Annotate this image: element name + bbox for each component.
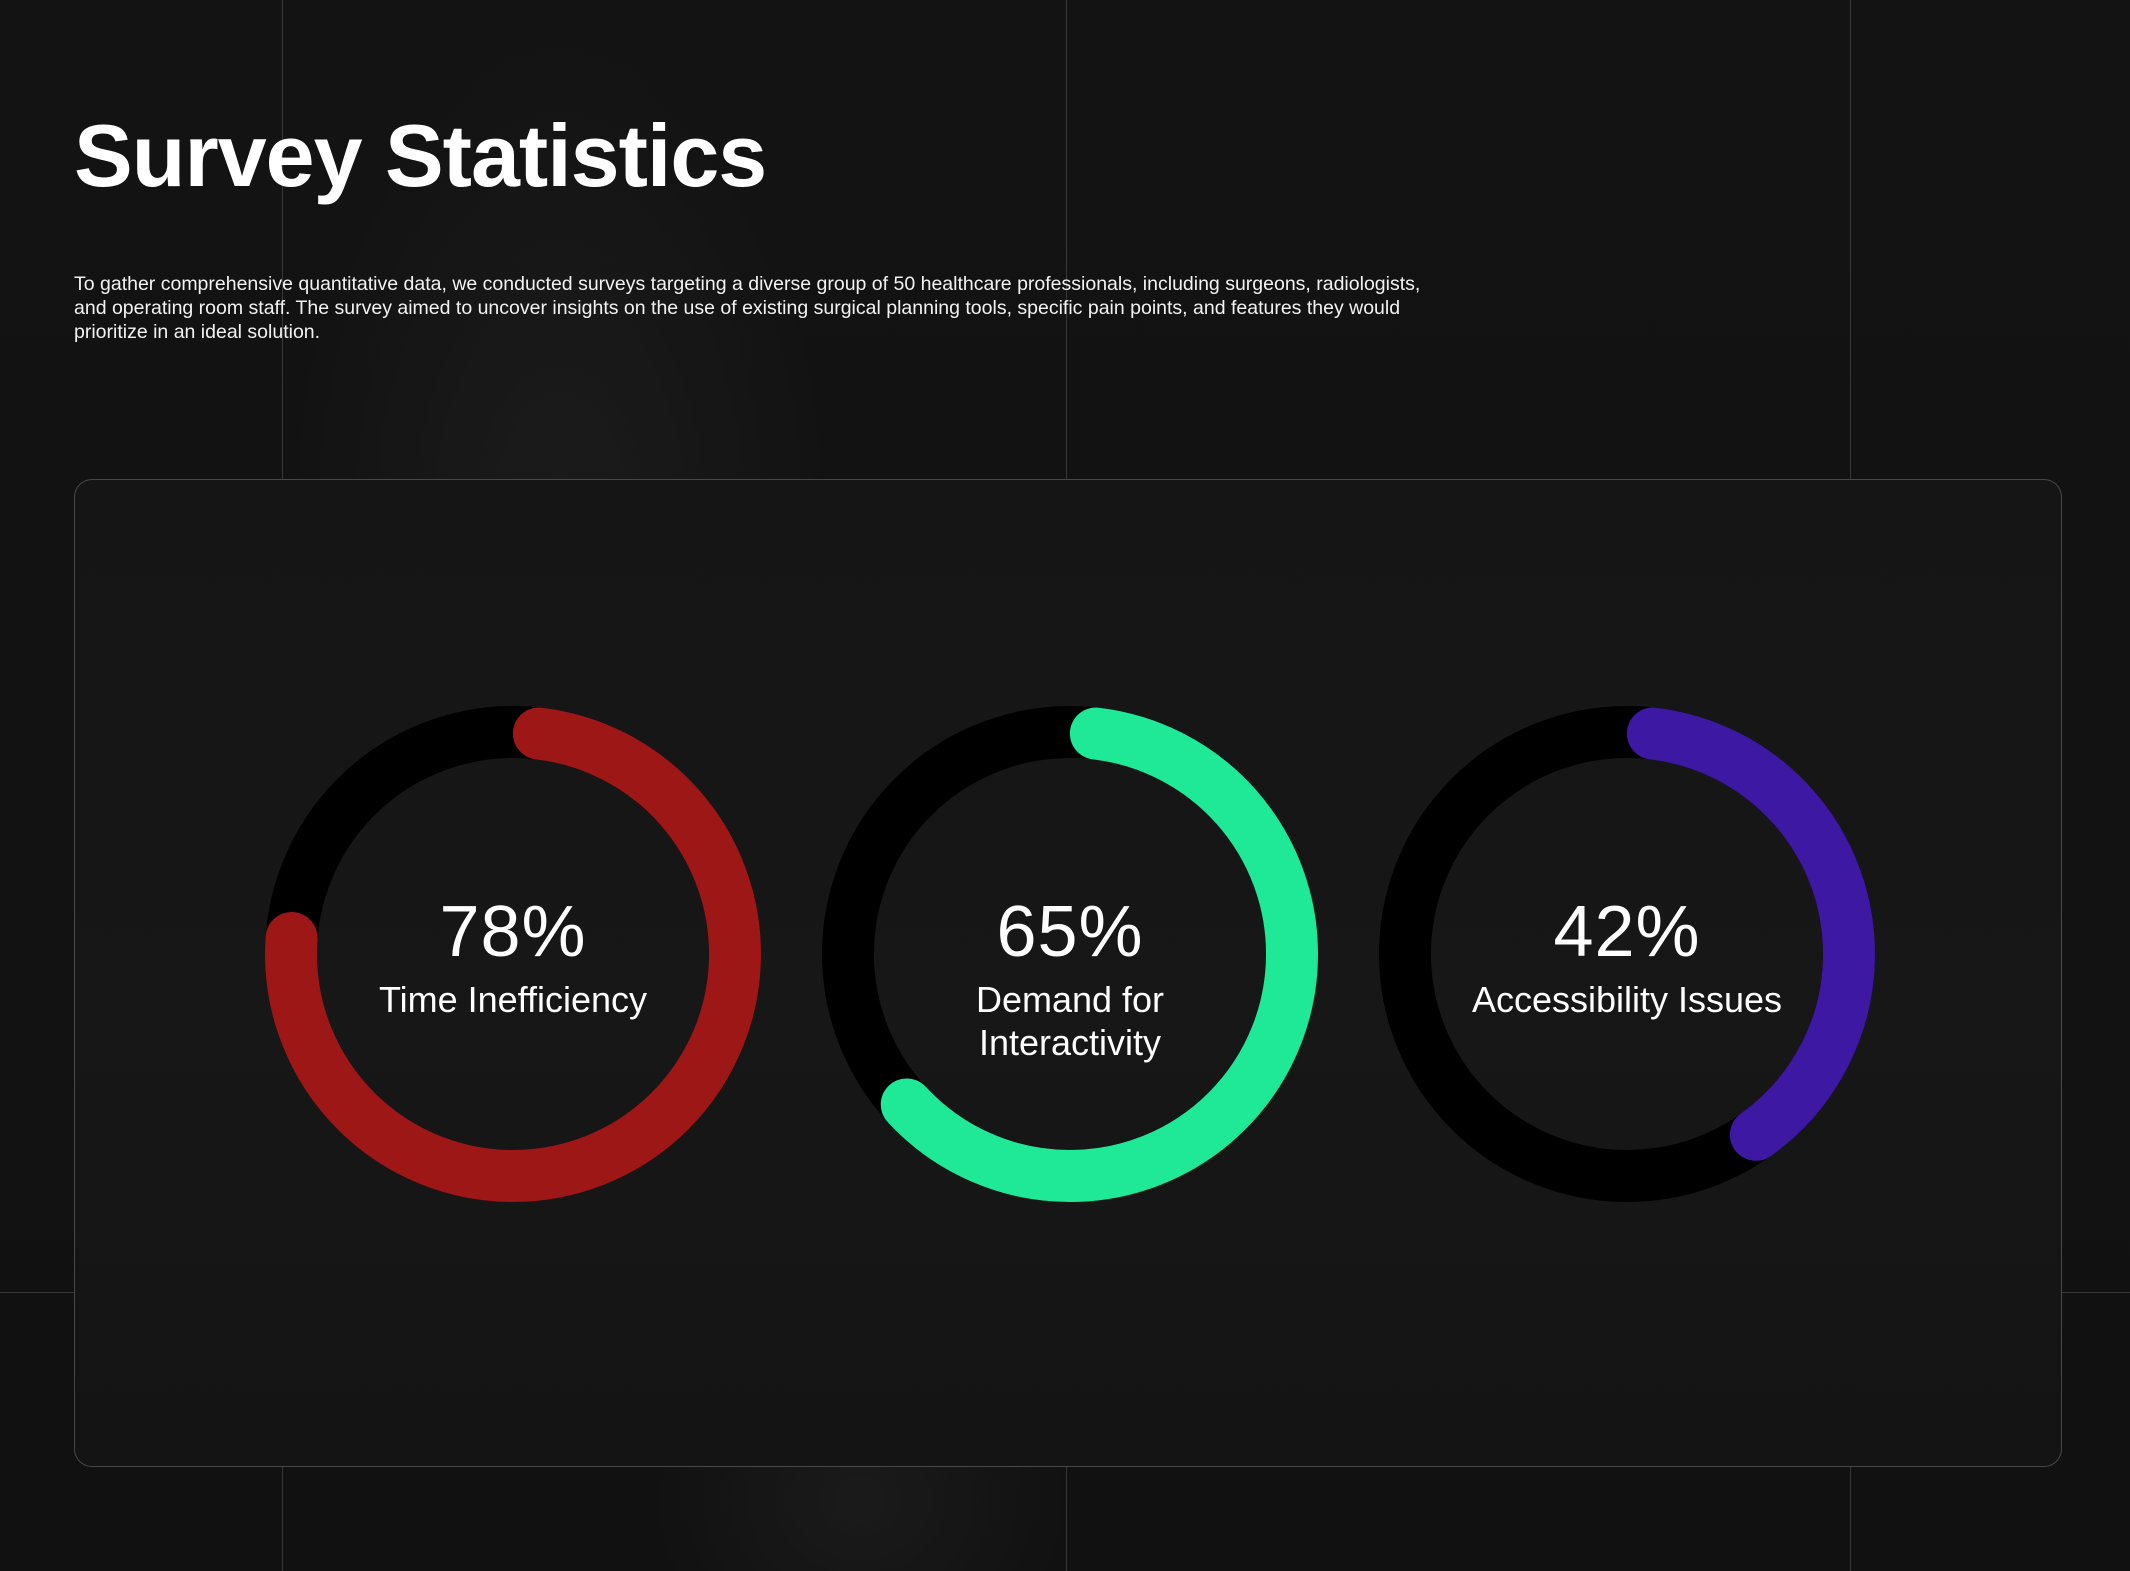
stat-percent: 42% (1553, 892, 1701, 972)
stats-card: 78% Time Inefficiency 65% Demand for Int… (74, 479, 2062, 1467)
page-title: Survey Statistics (74, 106, 767, 205)
stat-donut-accessibility-issues: 42% Accessibility Issues (1377, 704, 1877, 1204)
donut-arc (1379, 706, 1875, 1202)
donut-center: 42% Accessibility Issues (1377, 704, 1877, 1204)
donut-arc (265, 706, 761, 1202)
stat-donut-time-inefficiency: 78% Time Inefficiency (263, 704, 763, 1204)
donut-center: 65% Demand for Interactivity (820, 704, 1320, 1204)
donut-chart (265, 706, 761, 1202)
donut-chart (1379, 706, 1875, 1202)
stat-donut-demand-for-interactivity: 65% Demand for Interactivity (820, 704, 1320, 1204)
stat-percent: 78% (439, 892, 587, 972)
stat-label: Accessibility Issues (1471, 979, 1783, 1020)
stat-label: Demand for Interactivity (975, 979, 1165, 1063)
donut-center: 78% Time Inefficiency (263, 704, 763, 1204)
donut-chart (822, 706, 1318, 1202)
intro-paragraph: To gather comprehensive quantitative dat… (74, 273, 1421, 343)
stat-label: Time Inefficiency (378, 979, 648, 1020)
donut-arc (822, 706, 1318, 1202)
stat-percent: 65% (996, 892, 1144, 972)
